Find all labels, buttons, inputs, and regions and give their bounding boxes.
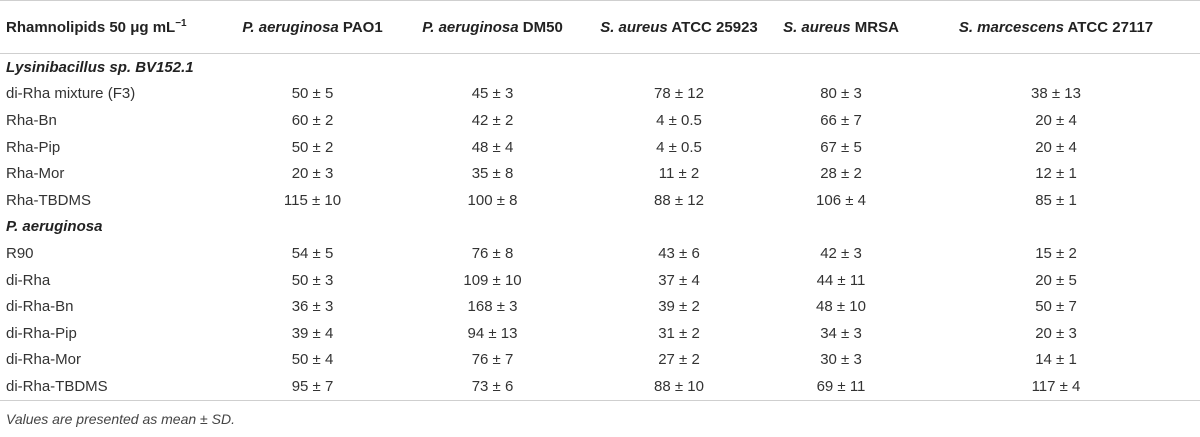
value-cell: 60 ± 2 (291, 111, 334, 129)
value-cell: 44 ± 11 (816, 271, 866, 289)
table-footnote: Values are presented as mean ± SD. (6, 411, 235, 427)
compound-name-cell: Rha-TBDMS (6, 191, 92, 209)
compound-name-cell: Rha-Bn (6, 111, 57, 129)
table-row: Rha-Mor 20 ± 3 35 ± 8 11 ± 2 28 ± 2 12 ± 1 (0, 160, 1200, 187)
group-title: Lysinibacillus sp. BV152.1 (0, 54, 1200, 81)
table-row: Rha-Bn 60 ± 2 42 ± 2 4 ± 0.5 66 ± 7 20 ± 4 (0, 107, 1200, 134)
value-cell: 115 ± 10 (283, 191, 342, 209)
compound-name-cell: di-Rha-Mor (6, 351, 82, 369)
value-cell: 20 ± 3 (291, 165, 334, 183)
rhamnolipid-table: Rhamnolipids 50 μg mL−1 P. aeruginosa PA… (0, 0, 1200, 401)
table-row: di-Rha-Mor 50 ± 4 76 ± 7 27 ± 2 30 ± 3 14 ± 1 (0, 347, 1200, 374)
value-cell: 20 ± 4 (1035, 111, 1077, 129)
value-cell: 88 ± 10 (582, 373, 770, 401)
value-cell: 15 ± 2 (1035, 244, 1077, 262)
table-row: di-Rha-Bn 36 ± 3 168 ± 3 39 ± 2 48 ± 10 50 ± … (0, 293, 1200, 320)
group-header-row: Lysinibacillus sp. BV152.1 (0, 54, 1200, 81)
value-cell: 67 ± 5 (820, 138, 862, 156)
table-row: di-Rha 50 ± 3 109 ± 10 37 ± 4 44 ± 11 20 ± 5 (0, 267, 1200, 294)
compound-name-cell: di-Rha mixture (F3) (6, 85, 136, 103)
table-body: Lysinibacillus sp. BV152.1 di-Rha mixture… (0, 54, 1200, 401)
value-cell: 100 ± 8 (467, 191, 518, 209)
value-cell: 39 ± 2 (658, 298, 700, 316)
table-row: Rha-Pip 50 ± 2 48 ± 4 4 ± 0.5 67 ± 5 20 ± 4 (0, 134, 1200, 161)
value-cell: 168 ± 3 (467, 298, 518, 316)
value-cell: 88 ± 12 (654, 191, 704, 209)
value-cell: 50 ± 4 (291, 351, 334, 369)
value-cell: 54 ± 5 (291, 244, 334, 262)
value-cell: 50 ± 2 (291, 138, 334, 156)
table-header: Rhamnolipids 50 μg mL−1 P. aeruginosa PA… (0, 0, 1200, 54)
value-cell: 117 ± 4 (906, 373, 1200, 401)
value-cell: 31 ± 2 (658, 324, 700, 342)
header-rhamnolipids: Rhamnolipids 50 μg mL−1 (0, 0, 222, 54)
value-cell: 50 ± 3 (291, 271, 334, 289)
group-title-rest: sp. BV152.1 (105, 58, 194, 76)
value-cell: 4 ± 0.5 (656, 111, 702, 129)
table-row: di-Rha-Pip 39 ± 4 94 ± 13 31 ± 2 34 ± 3 20 ± … (0, 320, 1200, 347)
value-cell: 42 ± 3 (820, 244, 862, 262)
header-pao1: P. aeruginosa PAO1 (222, 0, 397, 54)
compound-name-cell: di-Rha-Bn (6, 298, 74, 316)
value-cell: 39 ± 4 (291, 324, 334, 342)
compound-name-cell: R90 (6, 244, 34, 262)
value-cell: 69 ± 11 (770, 373, 906, 401)
group-title-italic: Lysinibacillus (6, 58, 106, 76)
value-cell: 106 ± 4 (816, 191, 866, 209)
compound-name-cell: di-Rha-Pip (6, 324, 77, 342)
data-table-container: Rhamnolipids 50 μg mL−1 P. aeruginosa PA… (0, 0, 1200, 401)
compound-name-cell: Rha-Pip (6, 138, 61, 156)
value-cell: 4 ± 0.5 (656, 138, 702, 156)
header-mrsa: S. aureus MRSA (770, 0, 906, 54)
value-cell: 94 ± 13 (467, 324, 518, 342)
compound-name-cell: di-Rha-TBDMS (0, 373, 222, 401)
compound-name-cell: di-Rha (6, 271, 51, 289)
value-cell: 78 ± 12 (654, 85, 704, 103)
header-atcc27117: S. marcescens ATCC 27117 (906, 0, 1200, 54)
value-cell: 27 ± 2 (658, 351, 700, 369)
value-cell: 50 ± 7 (1035, 298, 1077, 316)
value-cell: 85 ± 1 (1035, 191, 1077, 209)
value-cell: 95 ± 7 (222, 373, 397, 401)
value-cell: 20 ± 5 (1035, 271, 1077, 289)
value-cell: 35 ± 8 (471, 165, 514, 183)
table-row: di-Rha mixture (F3) 50 ± 5 45 ± 3 78 ± 12 80… (0, 81, 1200, 108)
value-cell: 109 ± 10 (463, 271, 522, 289)
compound-name-cell: Rha-Mor (6, 165, 65, 183)
value-cell: 48 ± 4 (471, 138, 514, 156)
value-cell: 14 ± 1 (1035, 351, 1077, 369)
table-row: di-Rha-TBDMS 95 ± 7 73 ± 6 88 ± 10 69 ± 11 11… (0, 373, 1200, 401)
value-cell: 38 ± 13 (1031, 85, 1081, 103)
value-cell: 45 ± 3 (471, 85, 514, 103)
value-cell: 34 ± 3 (820, 324, 862, 342)
header-row: Rhamnolipids 50 μg mL−1 P. aeruginosa PA… (0, 0, 1200, 54)
value-cell: 20 ± 4 (1035, 138, 1077, 156)
value-cell: 76 ± 7 (471, 351, 514, 369)
value-cell: 11 ± 2 (658, 165, 700, 183)
table-row: R90 54 ± 5 76 ± 8 43 ± 6 42 ± 3 15 ± 2 (0, 240, 1200, 267)
value-cell: 28 ± 2 (820, 165, 862, 183)
group-header-row: P. aeruginosa (0, 214, 1200, 241)
value-cell: 42 ± 2 (471, 111, 514, 129)
value-cell: 37 ± 4 (658, 271, 700, 289)
table-row: Rha-TBDMS 115 ± 10 100 ± 8 88 ± 12 106 ± 4 85… (0, 187, 1200, 214)
value-cell: 66 ± 7 (820, 111, 862, 129)
value-cell: 20 ± 3 (1035, 324, 1077, 342)
group-title-italic: P. aeruginosa (6, 218, 103, 236)
header-dm50: P. aeruginosa DM50 (397, 0, 582, 54)
value-cell: 73 ± 6 (397, 373, 582, 401)
value-cell: 50 ± 5 (291, 85, 334, 103)
value-cell: 30 ± 3 (820, 351, 862, 369)
value-cell: 80 ± 3 (820, 85, 862, 103)
value-cell: 43 ± 6 (658, 244, 700, 262)
header-atcc25923: S. aureus ATCC 25923 (582, 0, 770, 54)
value-cell: 36 ± 3 (291, 298, 334, 316)
group-title: P. aeruginosa (0, 214, 1200, 241)
value-cell: 76 ± 8 (471, 244, 514, 262)
value-cell: 48 ± 10 (816, 298, 866, 316)
value-cell: 12 ± 1 (1035, 165, 1077, 183)
